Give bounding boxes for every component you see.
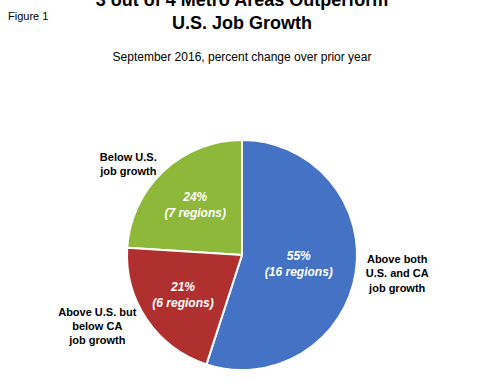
svg-text:Above U.S. butbelow CAjob grow: Above U.S. butbelow CAjob growth xyxy=(58,306,137,347)
svg-text:September 2016, percent change: September 2016, percent change over prio… xyxy=(113,50,372,64)
svg-text:24%(7 regions): 24%(7 regions) xyxy=(165,190,226,220)
svg-text:Above bothU.S. and CAjob growt: Above bothU.S. and CAjob growth xyxy=(366,253,429,294)
svg-text:21%(6 regions): 21%(6 regions) xyxy=(152,280,213,310)
svg-text:Figure 1: Figure 1 xyxy=(8,10,48,22)
svg-text:55%(16 regions): 55%(16 regions) xyxy=(265,249,333,279)
svg-text:3 out of 4 Metro Areas Outperf: 3 out of 4 Metro Areas OutperformU.S. Jo… xyxy=(96,0,388,33)
svg-text:Below U.S.job growth: Below U.S.job growth xyxy=(99,151,157,177)
